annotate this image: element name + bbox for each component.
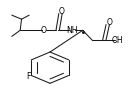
Text: O: O (41, 26, 47, 35)
Text: O: O (106, 18, 112, 27)
Text: F: F (26, 72, 31, 81)
Text: OH: OH (112, 36, 123, 45)
Text: NH: NH (66, 26, 77, 35)
Text: O: O (59, 7, 65, 16)
